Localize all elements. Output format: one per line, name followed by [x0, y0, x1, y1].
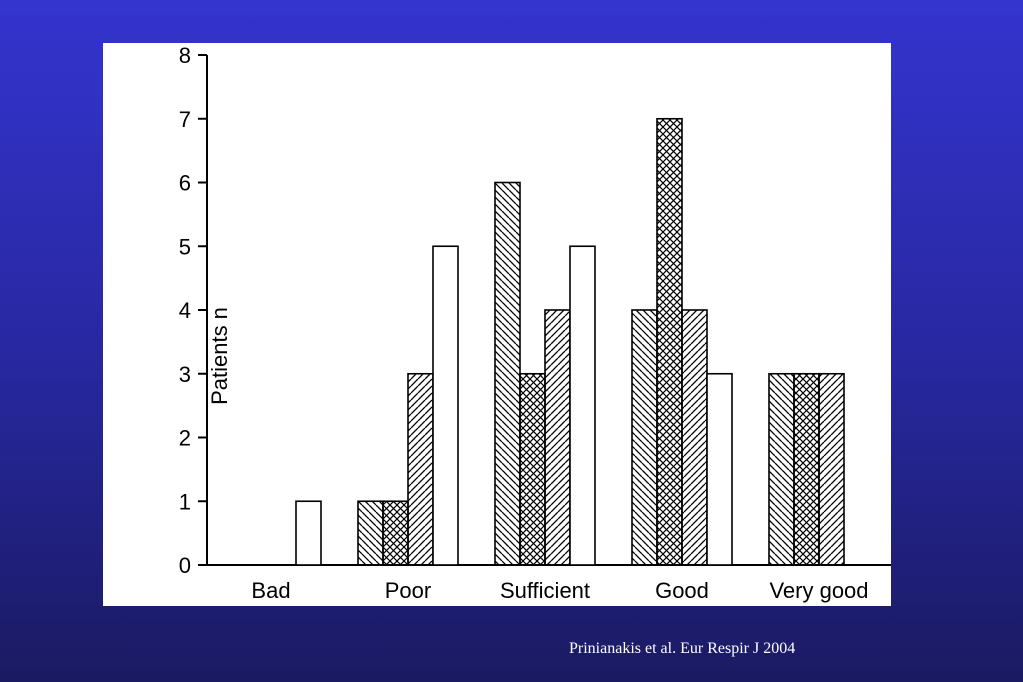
bar-sufficient-crosshatch — [519, 372, 546, 566]
y-tick-label: 5 — [179, 234, 191, 259]
bar-poor-slash-hatch — [407, 372, 434, 566]
y-tick-label: 0 — [179, 553, 191, 578]
bar-poor-open — [432, 245, 459, 566]
bar-sufficient-backslash-hatch — [494, 181, 521, 566]
bar-sufficient-slash-hatch — [544, 309, 571, 566]
y-tick-label: 2 — [179, 426, 191, 451]
y-tick-label: 8 — [179, 43, 191, 68]
x-tick-label: Sufficient — [500, 578, 590, 603]
x-tick-label: Very good — [769, 578, 868, 603]
x-tick-label: Poor — [385, 578, 431, 603]
x-tick-label: Bad — [251, 578, 290, 603]
tick-labels: 0 1 2 3 4 5 6 7 8 Bad Poor Sufficient Good Very good — [179, 43, 869, 603]
x-tick-label: Good — [655, 578, 709, 603]
y-tick-label: 7 — [179, 107, 191, 132]
y-tick-label: 4 — [179, 298, 191, 323]
bars — [295, 117, 845, 566]
bar-good-slash-hatch — [681, 309, 708, 566]
y-axis-label: Patients n — [207, 307, 232, 405]
bar-very-good-crosshatch — [793, 372, 820, 566]
chart-panel: Patients n 0 1 2 3 4 5 6 7 8 Bad Poor Sufficient Goo… — [103, 43, 891, 606]
y-tick-label: 3 — [179, 362, 191, 387]
y-tick-label: 6 — [179, 171, 191, 196]
citation: Prinianakis et al. Eur Respir J 2004 — [569, 640, 796, 657]
bar-good-crosshatch — [656, 117, 683, 566]
bar-good-open — [706, 372, 733, 566]
bar-very-good-slash-hatch — [818, 372, 845, 566]
bar-very-good-backslash-hatch — [768, 372, 795, 566]
bar-bad-open — [295, 500, 322, 566]
bar-poor-backslash-hatch — [357, 500, 384, 566]
bar-sufficient-open — [569, 245, 596, 566]
bar-chart: Patients n 0 1 2 3 4 5 6 7 8 Bad Poor Sufficient Goo… — [179, 43, 891, 603]
bar-poor-crosshatch — [382, 500, 409, 566]
bar-good-backslash-hatch — [631, 309, 658, 566]
y-tick-label: 1 — [179, 489, 191, 514]
